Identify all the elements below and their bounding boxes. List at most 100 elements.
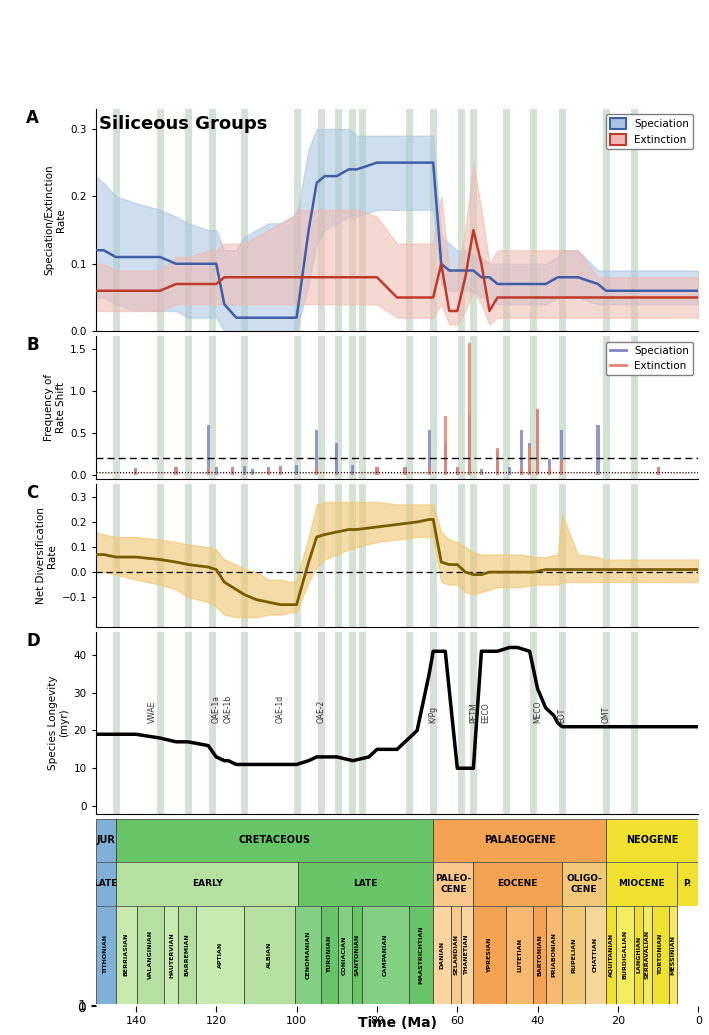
- Bar: [116, 906, 137, 1004]
- Bar: [562, 906, 586, 1004]
- Bar: [245, 906, 295, 1004]
- Bar: [335, 443, 338, 475]
- Bar: [605, 862, 677, 906]
- Text: MECO: MECO: [533, 701, 542, 722]
- Text: MAASTRICHTIAN: MAASTRICHTIAN: [418, 925, 423, 984]
- Bar: [230, 467, 234, 475]
- Text: D: D: [26, 632, 40, 650]
- Bar: [215, 468, 218, 475]
- Bar: [375, 468, 379, 475]
- Text: PETM: PETM: [469, 703, 478, 722]
- Text: NEOGENE: NEOGENE: [626, 835, 679, 846]
- Bar: [206, 425, 210, 475]
- Y-axis label: Speciation/Extinction
Rate: Speciation/Extinction Rate: [45, 165, 66, 275]
- Text: CHATTIAN: CHATTIAN: [593, 938, 598, 972]
- Text: EOCENE: EOCENE: [498, 880, 538, 888]
- Y-axis label: Species Longevity
(myr): Species Longevity (myr): [48, 676, 69, 770]
- Bar: [351, 465, 354, 475]
- Text: APTIAN: APTIAN: [218, 942, 223, 968]
- Bar: [461, 906, 474, 1004]
- Text: TITHONIAN: TITHONIAN: [104, 936, 108, 974]
- Bar: [116, 819, 433, 862]
- Bar: [560, 431, 564, 475]
- Bar: [164, 906, 179, 1004]
- Text: CRETACEOUS: CRETACEOUS: [238, 835, 311, 846]
- Text: VALANGINIAN: VALANGINIAN: [148, 930, 153, 979]
- Bar: [403, 468, 407, 475]
- Bar: [562, 862, 605, 906]
- Bar: [196, 906, 245, 1004]
- Bar: [635, 906, 643, 1004]
- Bar: [669, 906, 677, 1004]
- Text: CAMPANIAN: CAMPANIAN: [383, 934, 388, 976]
- Bar: [474, 862, 562, 906]
- Text: TURONIAN: TURONIAN: [327, 936, 332, 974]
- Bar: [520, 430, 523, 475]
- Bar: [480, 469, 483, 475]
- Text: EOT: EOT: [558, 708, 566, 722]
- Bar: [536, 410, 540, 475]
- Bar: [408, 906, 433, 1004]
- Text: OAE-1d: OAE-1d: [276, 694, 285, 722]
- Bar: [116, 862, 298, 906]
- Text: SELANDIAN: SELANDIAN: [453, 935, 458, 975]
- Bar: [179, 906, 196, 1004]
- Bar: [242, 466, 246, 475]
- Bar: [137, 906, 164, 1004]
- Bar: [586, 906, 605, 1004]
- Bar: [528, 446, 531, 475]
- Text: LATE: LATE: [354, 880, 378, 888]
- Text: TORTONIAN: TORTONIAN: [658, 935, 663, 975]
- Text: B: B: [26, 336, 39, 354]
- Bar: [134, 469, 138, 475]
- Bar: [230, 468, 234, 475]
- Bar: [96, 862, 116, 906]
- Bar: [295, 465, 298, 475]
- Text: LANGHIAN: LANGHIAN: [636, 937, 641, 973]
- Bar: [657, 468, 660, 475]
- Text: OMT: OMT: [601, 706, 610, 722]
- Legend: Speciation, Extinction: Speciation, Extinction: [606, 342, 693, 375]
- Text: OAE-2: OAE-2: [316, 700, 325, 722]
- Text: K/Pg: K/Pg: [429, 706, 437, 722]
- Bar: [468, 343, 471, 475]
- Bar: [428, 431, 431, 475]
- Bar: [496, 450, 499, 475]
- Bar: [267, 468, 270, 475]
- Text: BERRIASIAN: BERRIASIAN: [124, 934, 129, 976]
- Bar: [428, 468, 431, 475]
- Text: Siliceous Groups: Siliceous Groups: [99, 115, 267, 134]
- Bar: [279, 466, 282, 475]
- Text: BURDIGALIAN: BURDIGALIAN: [623, 930, 627, 979]
- Bar: [548, 468, 552, 475]
- Bar: [96, 819, 116, 862]
- Bar: [605, 819, 698, 862]
- Bar: [279, 468, 282, 475]
- Bar: [474, 906, 506, 1004]
- Bar: [321, 906, 337, 1004]
- Bar: [433, 906, 451, 1004]
- Bar: [352, 906, 362, 1004]
- Bar: [174, 468, 178, 475]
- Bar: [547, 906, 562, 1004]
- Text: DANIAN: DANIAN: [440, 941, 445, 969]
- Text: PRIABONIAN: PRIABONIAN: [552, 933, 557, 977]
- Text: AQUITANIAN: AQUITANIAN: [608, 933, 613, 977]
- Y-axis label: Net Diversification
Rate: Net Diversification Rate: [35, 507, 57, 604]
- Bar: [298, 862, 433, 906]
- Bar: [174, 468, 178, 475]
- Text: MESSINIAN: MESSINIAN: [671, 935, 676, 975]
- Bar: [616, 906, 635, 1004]
- Text: LUTETIAN: LUTETIAN: [517, 938, 522, 972]
- Bar: [433, 819, 605, 862]
- Bar: [362, 906, 408, 1004]
- Text: JUR: JUR: [96, 835, 115, 846]
- Bar: [206, 468, 210, 475]
- Bar: [652, 906, 669, 1004]
- Bar: [533, 906, 547, 1004]
- Text: SANTONIAN: SANTONIAN: [354, 934, 359, 976]
- Bar: [134, 468, 138, 475]
- Text: OAE-1b: OAE-1b: [224, 694, 233, 722]
- Bar: [528, 443, 531, 475]
- Text: CENOMANIAN: CENOMANIAN: [306, 930, 311, 979]
